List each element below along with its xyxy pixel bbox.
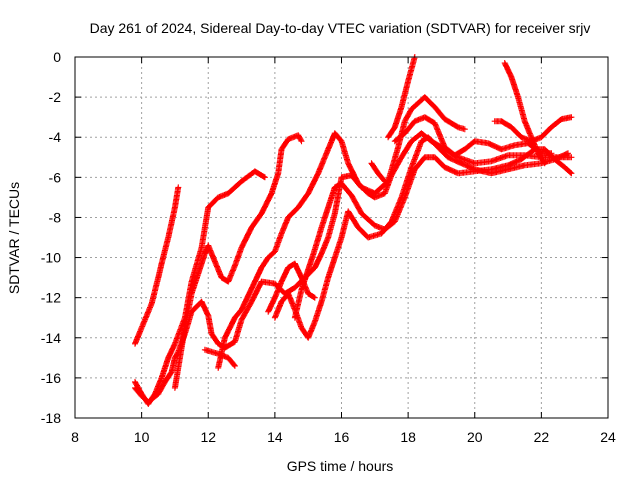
series-track-13 — [491, 114, 575, 145]
series-track-1 — [132, 184, 182, 347]
y-tick-label: -6 — [49, 169, 62, 185]
x-tick-label: 20 — [467, 429, 483, 445]
series-track-8 — [271, 134, 571, 341]
series-track-9 — [291, 146, 575, 321]
y-axis-label: SDTVAR / TECUs — [6, 182, 22, 294]
x-tick-label: 14 — [267, 429, 283, 445]
x-tick-label: 16 — [334, 429, 350, 445]
y-tick-label: -12 — [41, 290, 61, 306]
y-tick-label: -18 — [41, 410, 61, 426]
x-axis-label: GPS time / hours — [287, 458, 394, 474]
y-tick-label: 0 — [53, 49, 61, 65]
x-tick-label: 8 — [71, 429, 79, 445]
series-track-2 — [132, 168, 268, 407]
axis-ticks: 8 10 12 14 16 18 20 22 24 0 -2 -4 -6 -8 -10 -12 -14 -16 -1… — [41, 49, 616, 445]
series-track-6 — [215, 130, 575, 371]
series-track-14 — [368, 160, 388, 185]
y-tick-label: -8 — [49, 209, 62, 225]
y-tick-label: -16 — [41, 370, 61, 386]
y-tick-label: -10 — [41, 250, 61, 266]
x-tick-label: 12 — [200, 429, 216, 445]
x-tick-label: 10 — [134, 429, 150, 445]
series-track-4 — [171, 132, 305, 391]
series-track-10 — [385, 54, 418, 141]
y-tick-label: -4 — [49, 129, 62, 145]
x-tick-label: 18 — [400, 429, 416, 445]
y-tick-label: -2 — [49, 89, 62, 105]
x-tick-label: 22 — [534, 429, 550, 445]
x-tick-label: 24 — [600, 429, 616, 445]
y-tick-label: -14 — [41, 330, 61, 346]
data-points — [132, 54, 575, 407]
chart-title: Day 261 of 2024, Sidereal Day-to-day VTE… — [90, 20, 591, 36]
